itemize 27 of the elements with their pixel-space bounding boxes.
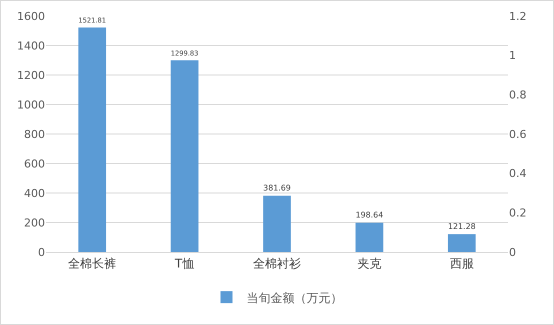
x-tick-label: 全棉衬衫 xyxy=(253,256,301,270)
y-tick-label: 1200 xyxy=(17,68,45,82)
y-tick-label: 200 xyxy=(24,216,45,230)
x-tick-label: 全棉长裤 xyxy=(68,256,116,270)
y-tick-label: 800 xyxy=(24,128,45,141)
bar xyxy=(448,234,476,252)
y-tick-label: 1600 xyxy=(17,10,45,23)
y2-tick-label: 0.2 xyxy=(509,206,526,220)
bar xyxy=(170,60,198,252)
y2-tick-label: 1.2 xyxy=(509,10,526,23)
y-tick-label: 1400 xyxy=(17,39,45,52)
x-tick-label: T恤 xyxy=(174,256,194,270)
y-tick-label: 1000 xyxy=(17,98,45,112)
x-tick-label: 夹克 xyxy=(357,256,382,270)
y2-tick-label: 0.4 xyxy=(509,167,526,180)
y2-tick-label: 0.8 xyxy=(509,88,526,102)
y-tick-label: 600 xyxy=(24,157,45,170)
x-tick-label: 西服 xyxy=(450,256,474,270)
y2-tick-label: 0 xyxy=(509,246,516,259)
y2-tick-label: 1 xyxy=(509,49,516,62)
y-tick-label: 0 xyxy=(38,246,45,259)
bar xyxy=(263,196,291,252)
bar xyxy=(78,28,106,252)
legend-label: 当旬金额（万元） xyxy=(246,290,342,305)
y2-tick-label: 0.6 xyxy=(509,128,526,141)
y-tick-label: 400 xyxy=(24,186,45,200)
bar xyxy=(356,222,384,252)
